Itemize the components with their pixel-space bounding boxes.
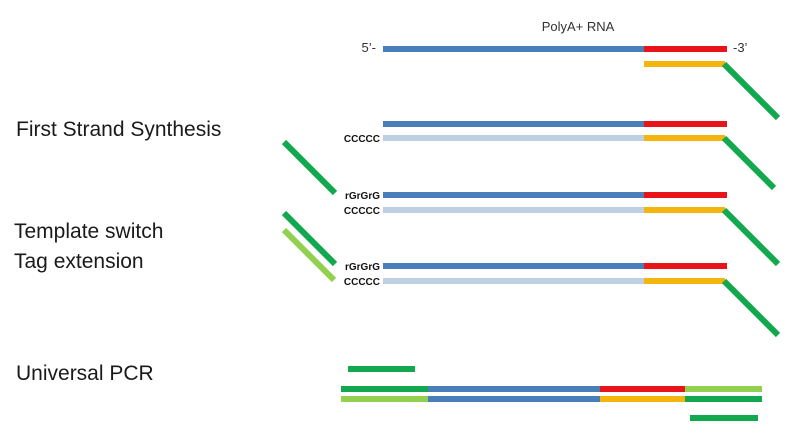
first-strand-row: CCCCC — [344, 121, 777, 191]
template-switch-oligo — [281, 210, 338, 267]
template-switch-oligo — [281, 139, 338, 196]
template-switch-row: rGrGrG CCCCC — [344, 191, 781, 267]
three-prime-label: -3’ — [733, 40, 748, 55]
tag-extension-strand — [281, 227, 337, 283]
step-first-strand-synthesis: First Strand Synthesis — [16, 118, 221, 141]
universal-pcr-row — [341, 366, 762, 421]
primer-anchor — [721, 207, 781, 267]
cap-label: rGrGrG — [345, 191, 380, 202]
tag-extension-row: rGrGrG CCCCC — [344, 262, 781, 338]
c-tail-label: CCCCC — [344, 134, 380, 145]
step-tag-extension: Tag extension — [14, 250, 144, 273]
step-template-switch: Template switch — [14, 220, 163, 243]
c-tail-label: CCCCC — [344, 277, 380, 288]
primer-anchor — [721, 135, 777, 191]
cap-label: rGrGrG — [345, 262, 380, 273]
primer-anchor — [721, 61, 781, 121]
c-tail-label: CCCCC — [344, 206, 380, 217]
step-universal-pcr: Universal PCR — [16, 362, 154, 385]
diagram-title: PolyA+ RNA — [542, 19, 615, 34]
five-prime-label: 5’- — [362, 40, 376, 55]
polya-rna-row — [383, 46, 781, 121]
primer-anchor — [721, 278, 781, 338]
